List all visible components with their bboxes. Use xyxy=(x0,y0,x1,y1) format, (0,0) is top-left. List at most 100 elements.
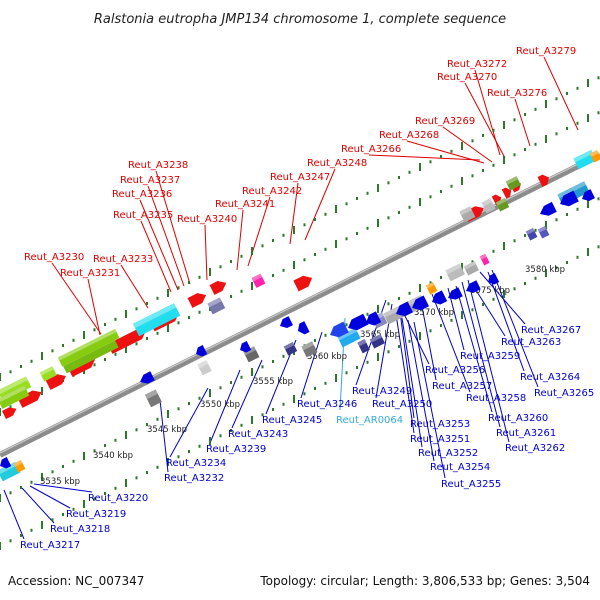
tick-mark xyxy=(545,269,547,277)
tick-mark xyxy=(272,274,274,277)
reverse-gene-label: Reut_A3220 xyxy=(88,493,148,504)
tick-mark xyxy=(62,465,64,468)
reverse-gene-feature xyxy=(357,339,370,354)
reverse-gene-label: Reut_A3234 xyxy=(166,458,226,469)
leader-line xyxy=(159,399,169,473)
kbp-tick-label: 3580 kbp xyxy=(525,265,565,275)
gene-box-shine xyxy=(481,198,493,207)
reverse-gene-label: Reut_A3255 xyxy=(441,479,501,490)
reverse-gene-label: Reut_A3261 xyxy=(496,428,556,439)
tick-mark xyxy=(83,500,85,508)
tick-mark xyxy=(20,365,22,368)
tick-mark xyxy=(188,281,190,284)
tick-mark xyxy=(209,389,211,397)
tick-mark xyxy=(450,318,453,322)
gene-box xyxy=(197,360,212,376)
forward-gene-label: Reut_A3233 xyxy=(93,254,153,265)
tick-mark xyxy=(398,211,400,214)
tick-mark xyxy=(9,370,12,374)
tick-mark xyxy=(345,371,348,375)
gene-box-shine xyxy=(369,334,383,343)
forward-gene-feature xyxy=(1,407,17,420)
forward-gene-feature xyxy=(293,275,313,292)
gene-arrow xyxy=(280,316,293,329)
reverse-gene-label: Reut_A3262 xyxy=(505,443,565,454)
leader-line xyxy=(399,311,415,419)
tick-mark xyxy=(524,234,526,237)
gene-box-shine xyxy=(479,253,487,260)
gene-box xyxy=(369,334,385,349)
reverse-gene-label: Reut_A3259 xyxy=(460,351,520,362)
gene-box xyxy=(481,198,496,214)
tick-mark xyxy=(177,455,180,459)
gene-box-shine xyxy=(251,273,263,282)
tick-mark xyxy=(62,344,64,347)
tick-mark xyxy=(566,127,568,130)
tick-mark xyxy=(419,284,421,292)
tick-mark xyxy=(440,190,442,193)
tick-mark xyxy=(230,429,232,432)
tick-mark xyxy=(293,395,295,403)
reverse-gene-label: Reut_A3219 xyxy=(66,509,126,520)
gene-box-shine xyxy=(207,297,222,308)
tick-mark xyxy=(125,345,127,353)
gene-arrow xyxy=(0,457,12,469)
tick-mark xyxy=(9,491,12,495)
tick-mark xyxy=(419,332,421,340)
gene-box-shine xyxy=(0,376,28,395)
tick-mark xyxy=(471,174,474,178)
accession-text: Accession: NC_007347 xyxy=(8,574,145,588)
tick-mark xyxy=(377,184,379,192)
reverse-gene-label: Reut_A3232 xyxy=(164,473,224,484)
forward-gene-label: Reut_A3266 xyxy=(341,144,401,155)
tick-mark xyxy=(314,387,316,390)
tick-mark xyxy=(230,260,232,263)
tick-mark xyxy=(272,408,274,411)
forward-gene-feature xyxy=(495,198,510,212)
tick-mark xyxy=(513,239,516,243)
gene-box xyxy=(463,261,479,276)
tick-mark xyxy=(198,275,201,279)
tick-mark xyxy=(83,331,85,339)
tick-mark xyxy=(20,486,22,489)
reverse-gene-label: Reut_A3218 xyxy=(50,524,110,535)
tick-mark xyxy=(461,177,463,185)
reverse-gene-label: Reut_A3245 xyxy=(262,415,322,426)
tick-mark xyxy=(597,76,600,80)
reverse-gene-feature xyxy=(537,225,550,239)
tick-mark xyxy=(41,521,43,529)
tick-mark xyxy=(188,450,190,453)
tick-mark xyxy=(72,459,75,463)
tick-mark xyxy=(482,303,484,306)
leader-line xyxy=(304,168,336,241)
leader-line xyxy=(300,331,323,399)
tick-mark xyxy=(72,338,75,342)
tick-mark xyxy=(335,374,337,382)
tick-mark xyxy=(503,290,505,298)
tick-mark xyxy=(587,248,589,256)
forward-gene-feature xyxy=(17,390,42,408)
gene-box xyxy=(301,341,318,358)
kbp-tick-label: 3560 kbp xyxy=(307,352,347,362)
gene-box xyxy=(283,342,298,356)
kbp-tick-label: 3550 kbp xyxy=(200,400,240,410)
gene-arrow xyxy=(330,321,349,338)
gene-box xyxy=(39,366,57,382)
tick-mark xyxy=(408,291,411,295)
tick-mark xyxy=(167,324,169,332)
tick-mark xyxy=(156,417,159,421)
tick-mark xyxy=(534,107,537,111)
tick-mark xyxy=(0,494,1,502)
gene-box xyxy=(0,385,30,409)
tick-mark xyxy=(167,410,169,418)
tick-mark xyxy=(240,375,243,379)
leader-line xyxy=(514,98,531,147)
tick-mark xyxy=(282,402,285,406)
tick-mark xyxy=(492,163,495,167)
gene-box-shine xyxy=(589,149,599,157)
tick-mark xyxy=(104,492,106,495)
tick-mark xyxy=(524,282,526,285)
forward-gene-feature xyxy=(187,293,207,308)
